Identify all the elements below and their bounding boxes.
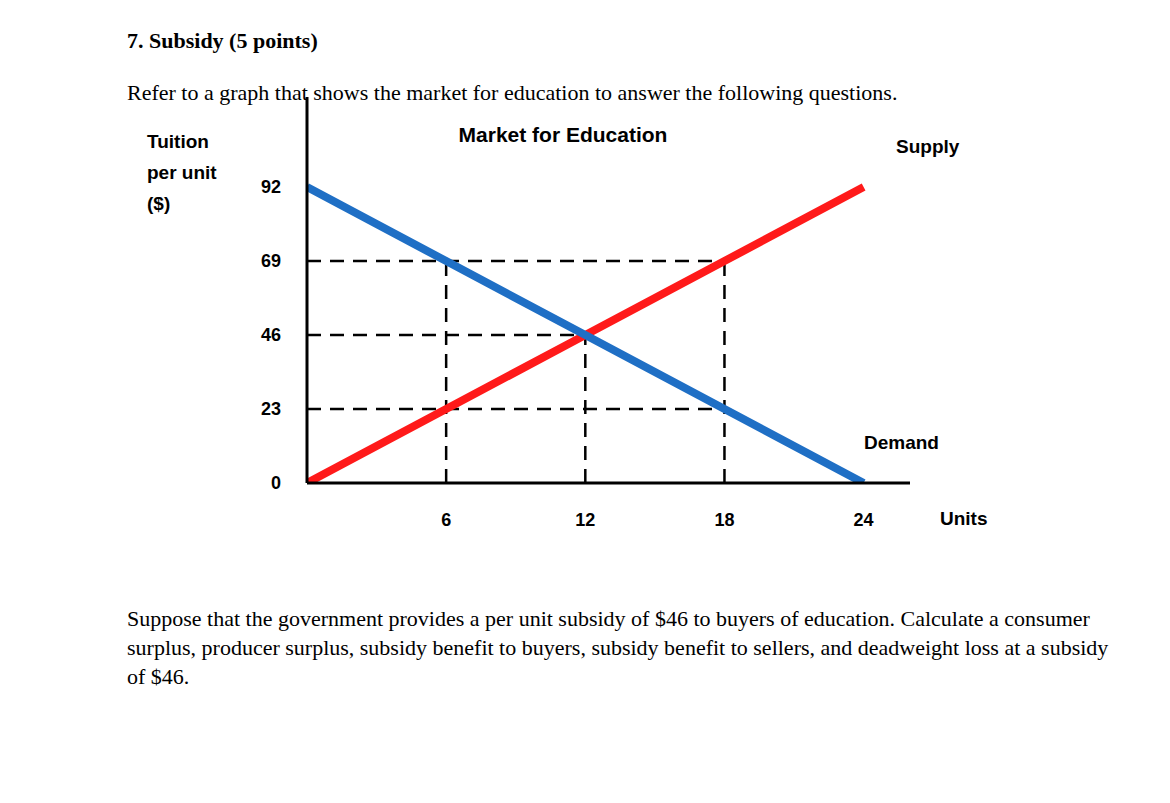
svg-text:23: 23 (261, 399, 281, 419)
html-text:Tuition per unit ($): Tuition per unit ($) (147, 131, 217, 214)
svg-text:18: 18 (714, 510, 734, 530)
html-text:Market for Education: Market for Education (458, 123, 668, 146)
svg-text:69: 69 (261, 251, 281, 271)
html-text:Refer to a graph that shows th: Refer to a graph that shows the market f… (127, 80, 898, 105)
svg-text:46: 46 (261, 325, 281, 345)
html-text:Units: Units (940, 508, 988, 529)
svg-text:24: 24 (854, 510, 874, 530)
html-text:Supply: Supply (896, 136, 960, 157)
svg-text:92: 92 (261, 177, 281, 197)
svg-text:6: 6 (441, 510, 451, 530)
html-text:7. Subsidy (5 points): 7. Subsidy (5 points) (127, 28, 318, 53)
svg-text:12: 12 (575, 510, 595, 530)
html-text:Suppose that the government pr: Suppose that the government provides a p… (127, 606, 1109, 689)
svg-text:0: 0 (271, 473, 281, 493)
html-text:Demand: Demand (864, 432, 939, 453)
